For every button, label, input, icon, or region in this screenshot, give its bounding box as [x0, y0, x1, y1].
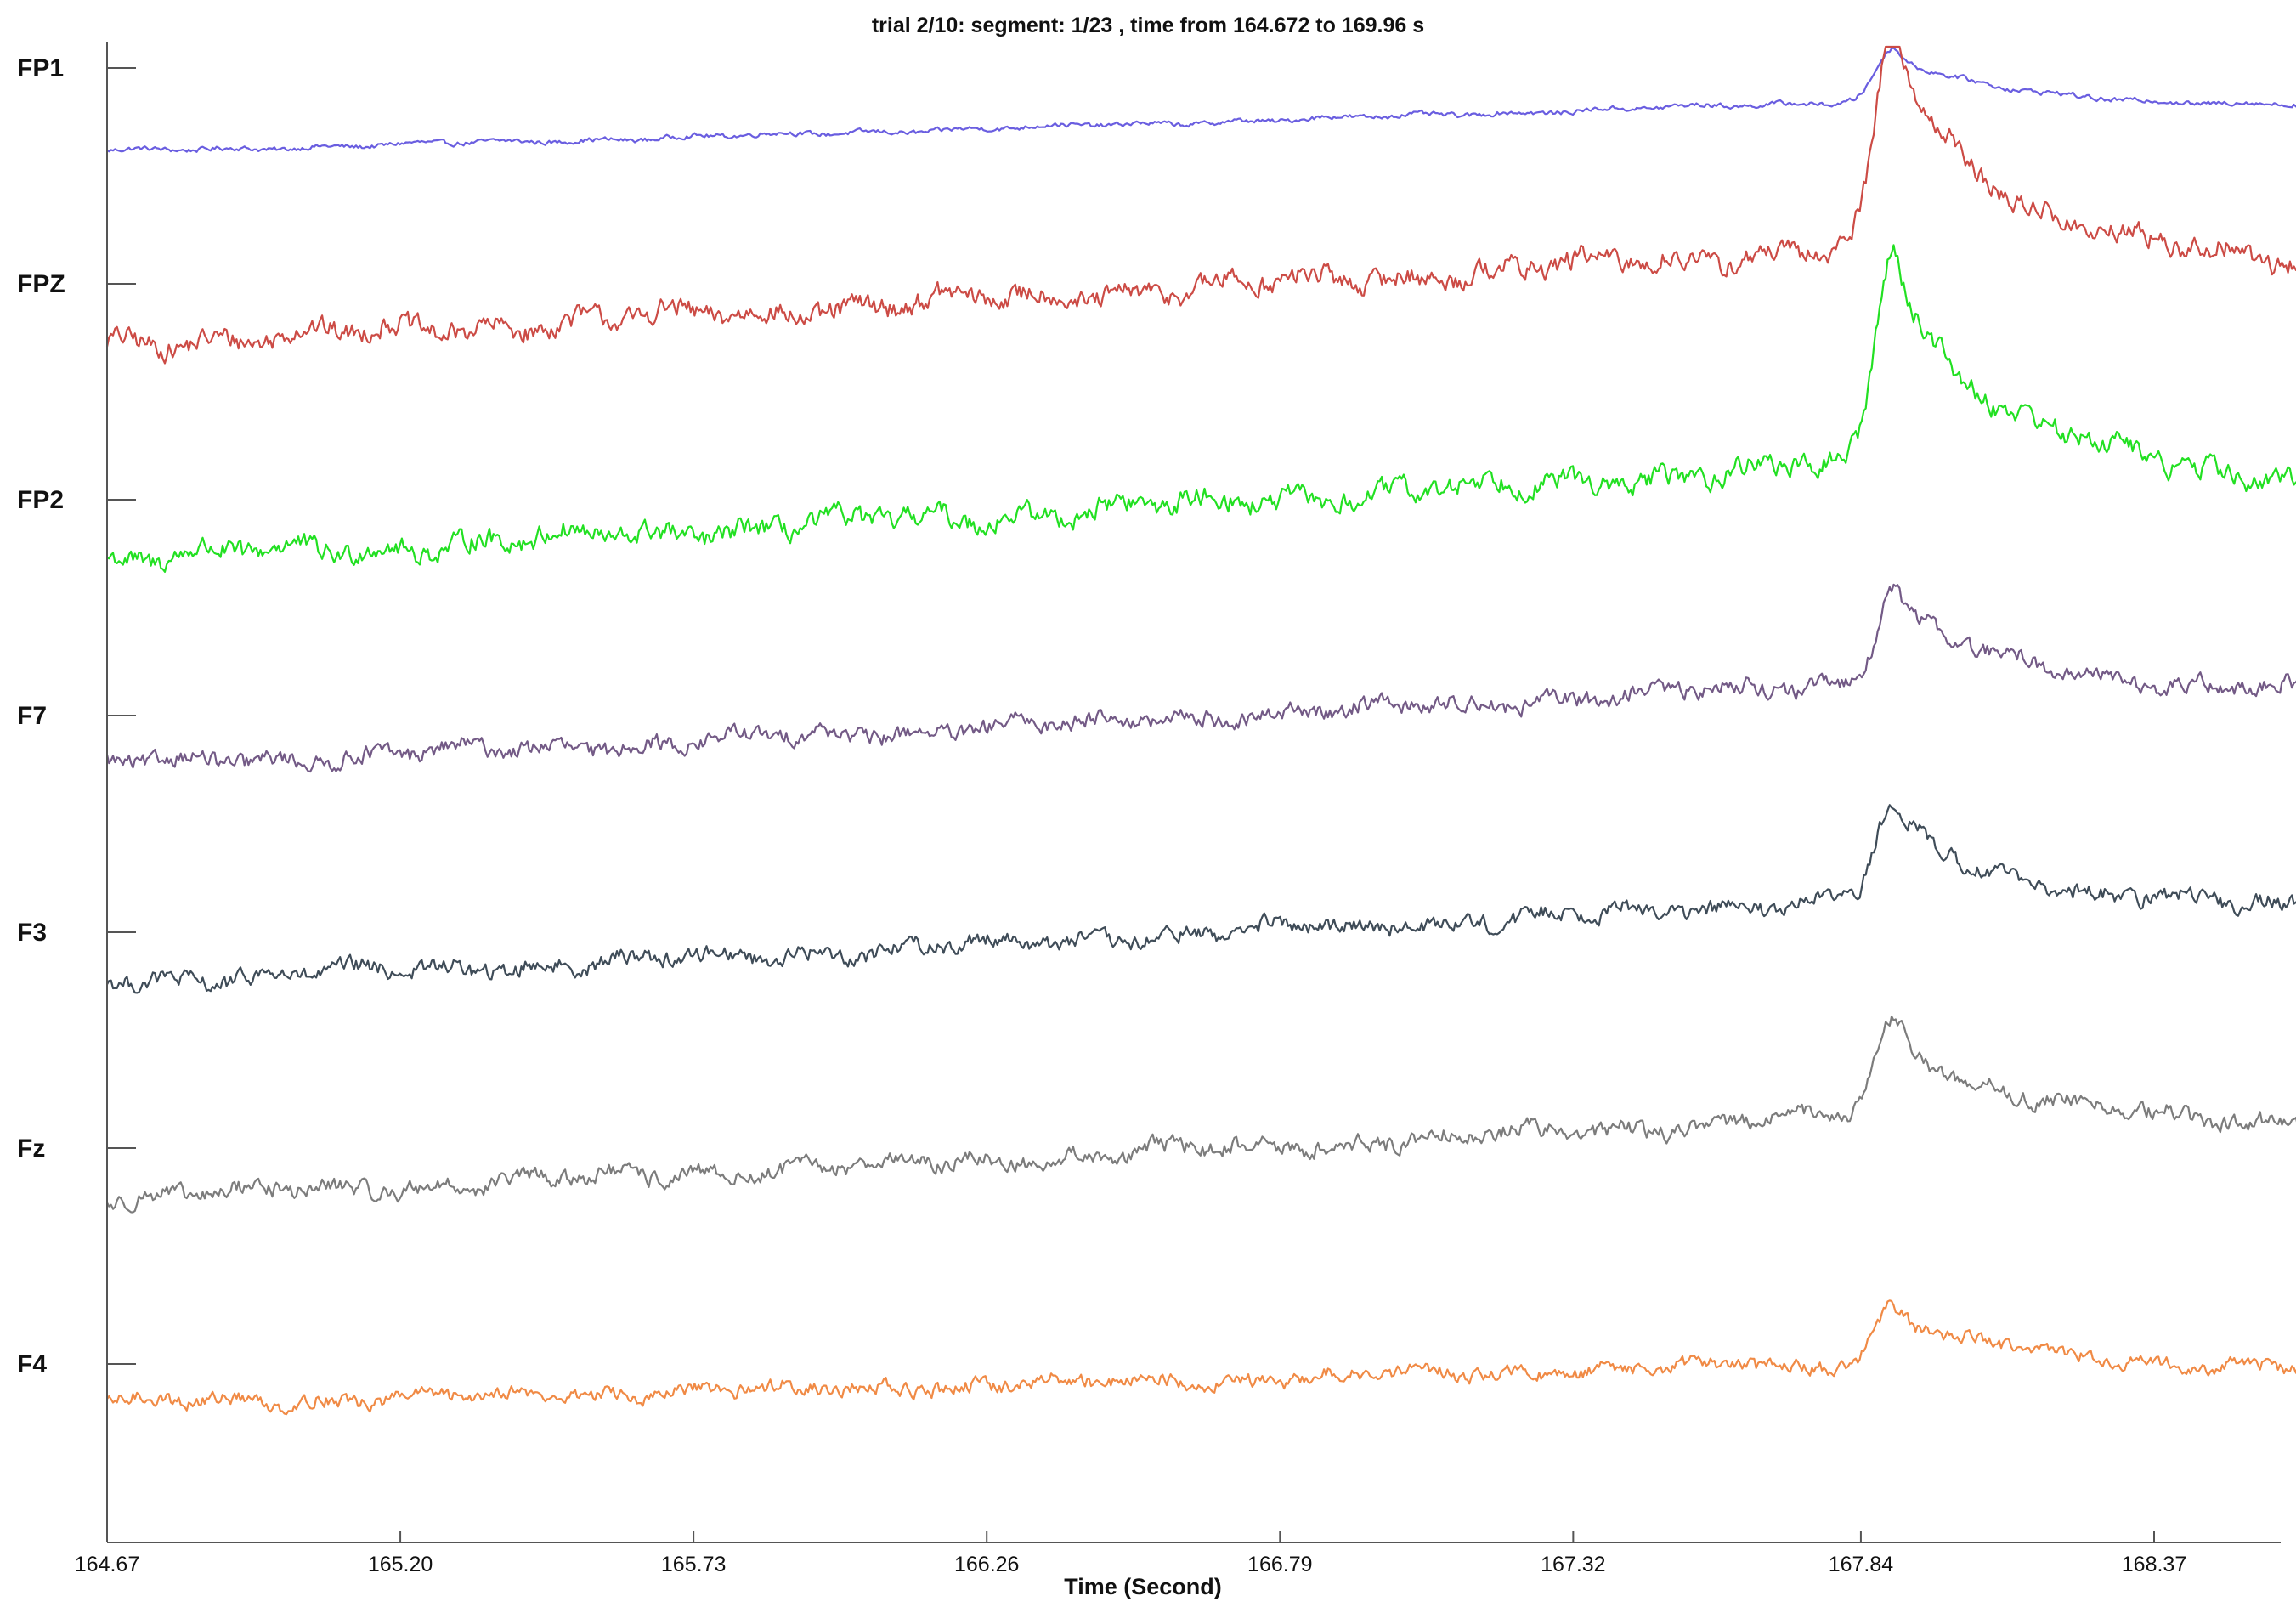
traces — [105, 45, 2296, 1416]
x-axis: 164.67 165.20 165.73 166.26 166.79 167.32 167.… — [75, 1531, 2281, 1576]
trace-f4 — [106, 1299, 2296, 1416]
y-axis: FP1 FPZ FP2 F7 F3 Fz F4 — [17, 42, 136, 1542]
x-axis-title: Time (Second) — [1064, 1574, 1222, 1599]
x-tick-label: 168.37 — [2122, 1553, 2186, 1576]
channel-label: Fz — [17, 1135, 45, 1163]
trace-fp2 — [106, 244, 2296, 574]
x-tick-label: 165.20 — [368, 1553, 433, 1576]
trace-fp1 — [106, 47, 2296, 153]
trace-fpz — [105, 45, 2296, 365]
trace-f7 — [105, 583, 2296, 773]
channel-label: FP1 — [17, 54, 64, 82]
channel-label: F3 — [17, 919, 47, 947]
channel-label: FPZ — [17, 270, 65, 298]
channel-label: F4 — [17, 1350, 47, 1378]
channel-label: F7 — [17, 702, 47, 730]
x-tick-label: 165.73 — [661, 1553, 726, 1576]
trace-f3 — [106, 804, 2296, 994]
channel-label: FP2 — [17, 486, 64, 514]
x-tick-label: 166.79 — [1247, 1553, 1312, 1576]
x-tick-label: 167.32 — [1541, 1553, 1605, 1576]
x-tick-label: 166.26 — [954, 1553, 1019, 1576]
chart-title: trial 2/10: segment: 1/23 , time from 16… — [872, 14, 1424, 37]
trace-fz — [106, 1015, 2296, 1214]
x-tick-label: 164.67 — [75, 1553, 139, 1576]
x-tick-label: 167.84 — [1829, 1553, 1894, 1576]
